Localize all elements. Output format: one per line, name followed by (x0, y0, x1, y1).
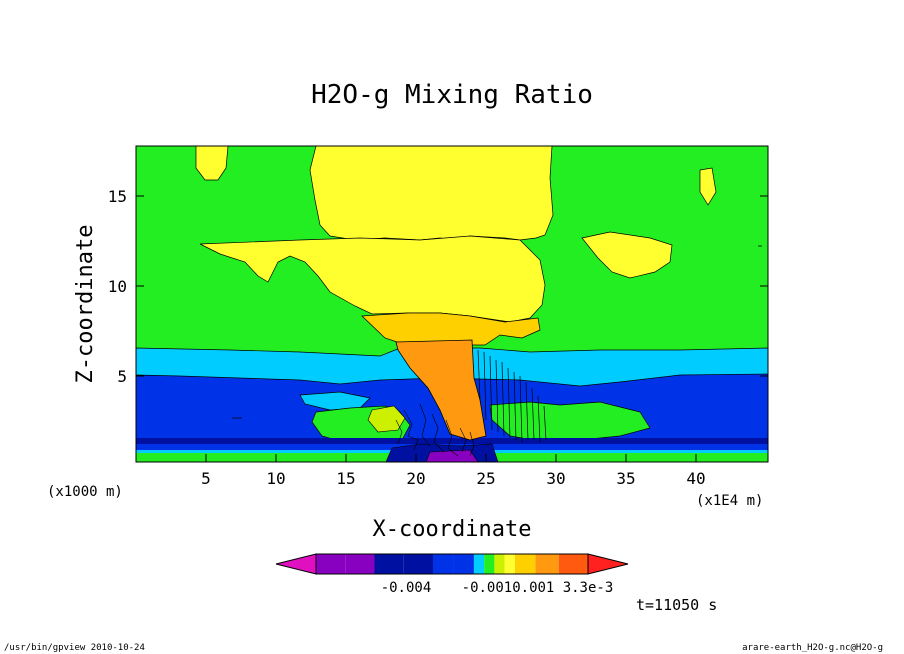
colorbar-tick-label: -0.004 (381, 580, 432, 596)
footer-left: /usr/bin/gpview 2010-10-24 (4, 643, 145, 653)
y-axis-title: Z-coordinate (73, 225, 98, 384)
colorbar-extend-high (587, 553, 629, 575)
footer-right: arare-earth_H2O-g.nc@H2O-g (742, 643, 883, 653)
colorbar-segment (514, 554, 536, 574)
x-tick-label: 35 (616, 469, 635, 488)
chart-title: H2O-g Mixing Ratio (311, 80, 593, 110)
colorbar-segment (504, 554, 515, 574)
colorbar-segment (473, 554, 485, 574)
colorbar (275, 553, 629, 575)
colorbar-segment (374, 554, 404, 574)
x-axis-title: X-coordinate (373, 517, 532, 542)
time-label: t=11050 s (636, 596, 717, 614)
colorbar-segment (316, 554, 346, 574)
plot-frame (135, 145, 769, 463)
colorbar-tick-label: -0.0010.001 (462, 580, 555, 596)
x-unit-right: (x1E4 m) (696, 493, 763, 509)
upper-atmosphere (489, 401, 651, 443)
x-tick-label: 20 (406, 469, 425, 488)
colorbar-segment (453, 554, 474, 574)
anvil-plume (367, 405, 406, 433)
anvil-plume (309, 145, 554, 241)
convective-core (477, 349, 547, 443)
convective-core (395, 339, 487, 441)
contour-marks (232, 245, 762, 419)
colorbar-segment (535, 554, 559, 574)
y-tick-label: 15 (108, 187, 127, 206)
colorbar-segment (432, 554, 454, 574)
x-unit-left: (x1000 m) (47, 484, 123, 500)
anvil-plume (581, 231, 673, 279)
colorbar-segment (403, 554, 433, 574)
x-tick-label: 15 (336, 469, 355, 488)
y-axis (136, 195, 768, 377)
x-tick-label: 40 (686, 469, 705, 488)
colorbar-segment (484, 554, 495, 574)
colorbar-tick-label: 3.3e-3 (563, 580, 614, 596)
plot-area (135, 145, 769, 463)
anvil-plume (699, 167, 717, 206)
colorbar-segment (494, 554, 505, 574)
convective-core (395, 403, 475, 457)
colorbar-segment (345, 554, 375, 574)
colorbar-extend-low (275, 553, 317, 575)
y-tick-label: 10 (108, 277, 127, 296)
x-axis (205, 454, 697, 462)
y-tick-label: 5 (117, 367, 127, 386)
x-tick-label: 25 (476, 469, 495, 488)
colorbar-frame (315, 553, 589, 575)
colorbar-segment (558, 554, 588, 574)
x-tick-label: 10 (266, 469, 285, 488)
x-tick-label: 30 (546, 469, 565, 488)
lower-atmosphere-layer (136, 438, 768, 444)
x-tick-label: 5 (201, 469, 211, 488)
